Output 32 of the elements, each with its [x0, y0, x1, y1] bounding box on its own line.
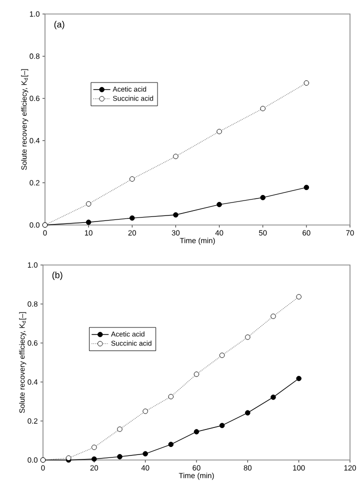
point — [168, 442, 174, 448]
point — [296, 294, 302, 300]
point — [260, 194, 266, 200]
point — [245, 334, 250, 340]
point — [304, 80, 310, 86]
point — [86, 201, 92, 207]
annotation: (b) — [52, 272, 62, 280]
point — [117, 426, 122, 432]
point — [270, 314, 276, 319]
point — [142, 408, 148, 414]
point — [142, 451, 148, 456]
point — [304, 184, 310, 190]
point — [168, 394, 174, 400]
point — [245, 410, 250, 416]
point — [173, 212, 178, 218]
point — [173, 154, 178, 160]
point — [129, 176, 135, 182]
point — [117, 454, 122, 460]
point — [219, 352, 225, 358]
point — [86, 220, 92, 225]
point — [194, 429, 200, 434]
point — [129, 215, 135, 221]
point — [219, 422, 225, 428]
point — [92, 444, 97, 450]
point — [296, 376, 302, 382]
point — [216, 202, 222, 208]
point — [260, 106, 266, 112]
point — [216, 128, 222, 134]
annotation: (a) — [54, 20, 64, 30]
point — [194, 372, 200, 377]
point — [270, 394, 276, 400]
point — [92, 456, 97, 462]
